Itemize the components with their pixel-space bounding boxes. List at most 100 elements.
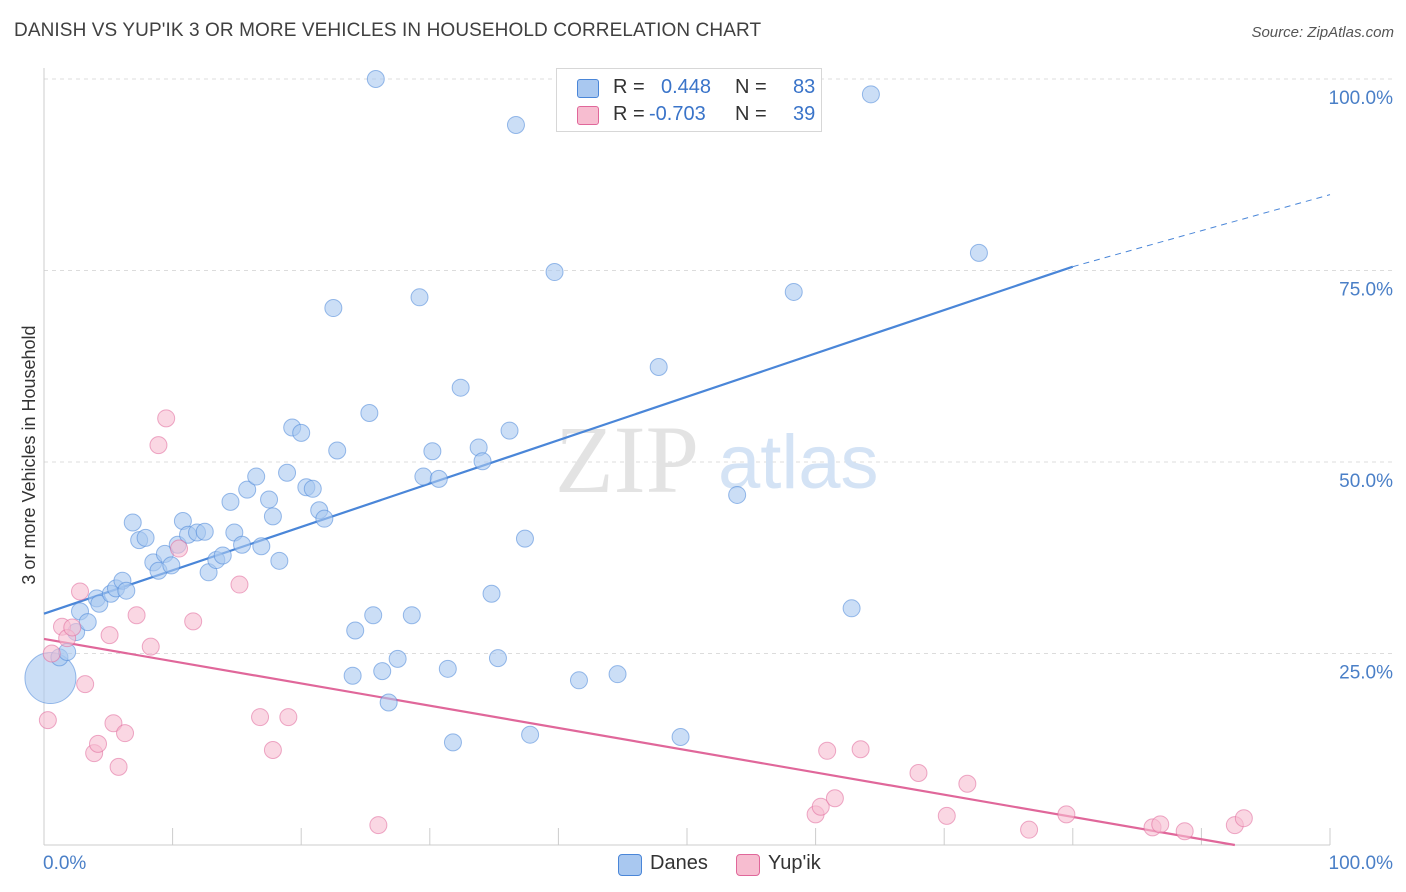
data-point	[1151, 815, 1170, 834]
data-point	[649, 358, 668, 377]
data-point	[608, 665, 627, 684]
data-point	[141, 637, 160, 656]
data-point	[221, 492, 240, 511]
data-point	[364, 606, 383, 625]
data-point	[438, 659, 457, 678]
data-point	[324, 299, 343, 318]
data-point	[263, 507, 282, 526]
data-point	[958, 774, 977, 793]
data-point	[784, 282, 803, 301]
legend-swatch-yupik	[577, 106, 599, 125]
data-point	[969, 243, 988, 262]
data-point	[123, 513, 142, 532]
tick-labels: 25.0% 50.0% 75.0% 100.0% 0.0% 100.0%	[43, 88, 1393, 874]
legend-swatch-yupik	[736, 854, 760, 876]
data-point	[247, 467, 266, 486]
data-point	[488, 649, 507, 668]
y-tick-label: 50.0%	[1339, 471, 1393, 492]
data-point	[414, 467, 433, 486]
gridlines	[44, 78, 1395, 654]
data-point	[292, 423, 311, 442]
watermark-zip: ZIP	[555, 406, 699, 513]
data-point	[252, 537, 271, 556]
x-tick-label-max: 100.0%	[1329, 853, 1394, 874]
legend-n-label: N =	[735, 76, 767, 98]
data-point	[76, 675, 95, 694]
data-point	[1020, 820, 1039, 839]
watermark: ZIP atlas	[555, 406, 879, 513]
data-point	[937, 806, 956, 825]
data-point	[346, 621, 365, 640]
data-point	[373, 662, 392, 681]
data-point	[238, 480, 257, 499]
data-point	[303, 479, 322, 498]
legend-label-danes: Danes	[650, 852, 708, 874]
data-point	[545, 263, 564, 282]
data-point	[521, 725, 540, 744]
data-points	[24, 70, 1253, 841]
legend-label-yupik: Yup'ik	[768, 852, 821, 874]
x-tick-label-min: 0.0%	[43, 853, 86, 874]
y-axis-title: 3 or more Vehicles in Household	[19, 325, 39, 584]
data-point	[402, 606, 421, 625]
data-point	[149, 436, 168, 455]
data-point	[379, 693, 398, 712]
data-point	[195, 522, 214, 541]
data-point	[315, 509, 334, 528]
data-point	[100, 626, 119, 645]
legend-swatch-danes	[577, 79, 599, 98]
data-point	[116, 724, 135, 743]
trend-line	[43, 265, 1074, 615]
data-point	[157, 409, 176, 428]
data-point	[388, 649, 407, 668]
legend-r-label: R =	[613, 103, 645, 125]
data-point	[366, 70, 385, 88]
data-point	[515, 529, 534, 548]
trend-line-extension	[1072, 194, 1331, 268]
data-point	[825, 789, 844, 808]
data-point	[728, 485, 747, 504]
data-point	[343, 666, 362, 685]
data-point	[1175, 822, 1194, 841]
data-point	[89, 734, 108, 753]
data-point	[811, 797, 830, 816]
data-point	[78, 613, 97, 632]
data-point	[263, 741, 282, 760]
data-point	[500, 421, 519, 440]
data-point	[861, 85, 880, 104]
data-point	[213, 546, 232, 565]
data-point	[230, 575, 249, 594]
data-point	[127, 606, 146, 625]
data-point	[842, 599, 861, 618]
data-point	[63, 618, 82, 637]
legend-n-value: 39	[793, 103, 816, 125]
data-point	[162, 556, 181, 575]
stats-legend: R = 0.448 N = 83 R = -0.703 N = 39	[556, 68, 822, 132]
data-point	[818, 741, 837, 760]
y-tick-label: 100.0%	[1329, 88, 1394, 109]
data-point	[38, 711, 57, 730]
data-point	[270, 551, 289, 570]
data-point	[251, 708, 270, 727]
data-point	[260, 490, 279, 509]
y-tick-label: 25.0%	[1339, 663, 1393, 684]
data-point	[671, 727, 690, 746]
data-point	[423, 442, 442, 461]
data-point	[369, 816, 388, 835]
data-point	[569, 671, 588, 690]
trend-line	[43, 637, 1236, 847]
data-point	[451, 378, 470, 397]
legend-swatch-danes	[618, 854, 642, 876]
data-point	[473, 452, 492, 471]
trend-lines	[43, 194, 1331, 847]
data-point	[170, 539, 189, 558]
data-point	[506, 115, 525, 134]
data-point	[328, 441, 347, 460]
series-legend: Danes Yup'ik	[0, 852, 1406, 878]
y-tick-label: 75.0%	[1339, 280, 1393, 301]
source-attribution: Source: ZipAtlas.com	[1251, 24, 1394, 41]
data-point	[851, 740, 870, 759]
data-point	[443, 733, 462, 752]
legend-r-value: -0.703	[649, 103, 706, 125]
